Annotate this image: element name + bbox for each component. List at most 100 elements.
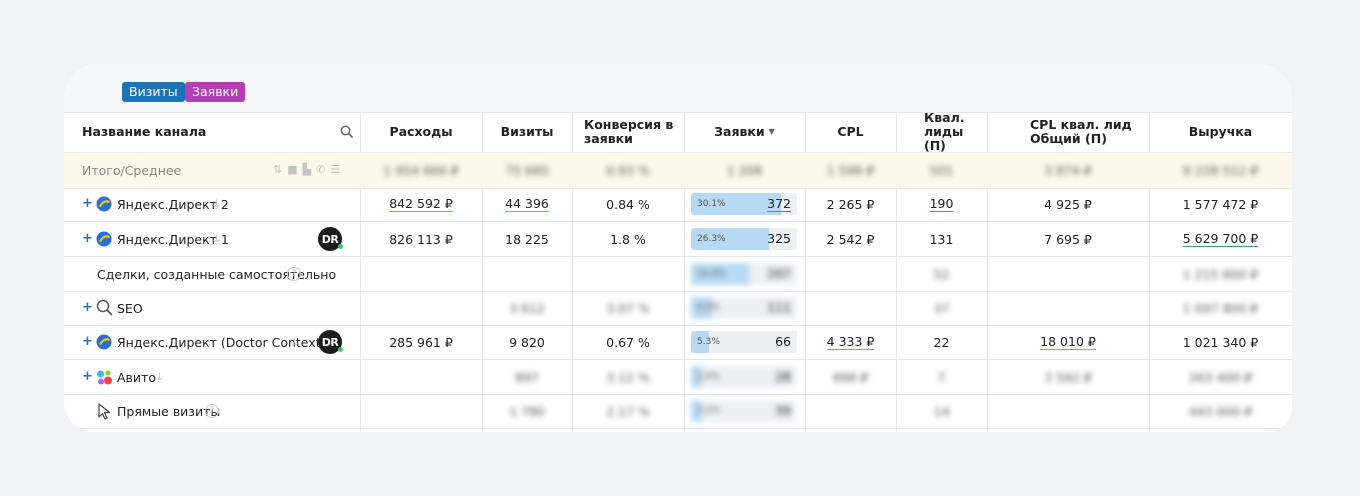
col-divider — [482, 112, 483, 432]
cpl-value: 4 333 ₽ — [826, 334, 875, 350]
col-divider — [805, 112, 806, 432]
leads-bar[interactable]: 16.8% 207 — [691, 263, 797, 285]
channel-name[interactable]: Авито — [117, 369, 156, 385]
total-visits: 75 685 — [505, 163, 549, 178]
col-header-label: Название канала — [82, 124, 207, 139]
col-divider — [684, 112, 685, 432]
table-row: + Яндекс.Директ 1 ⏚ DR 826 113 ₽ 18 225 … — [64, 222, 1292, 257]
phone-icon[interactable]: ✆ — [316, 163, 326, 176]
col-header-expenses[interactable]: Расходы — [360, 112, 482, 152]
col-header-visits[interactable]: Визиты — [482, 112, 572, 152]
channel-name[interactable]: Прямые визиты — [117, 403, 221, 419]
col-header-cpl-qual[interactable]: CPL квал. лид Общий (П) — [1030, 112, 1148, 152]
visits-cell: 9 820 — [509, 334, 545, 350]
expand-icon[interactable]: + — [82, 196, 93, 211]
visits-value: 44 396 — [505, 196, 549, 212]
leads-bar-fill — [691, 366, 702, 388]
revenue-cell: 443 000 ₽ — [1188, 403, 1253, 419]
leads-bar-fill — [691, 331, 710, 353]
qual-leads-cell: 52 — [933, 266, 950, 282]
leads-bar[interactable]: 2.6% 28 — [691, 366, 797, 388]
plug-icon: ⏚ — [211, 198, 222, 211]
total-cpl: 1 598 ₽ — [826, 163, 875, 178]
visits-cell: 18 225 — [505, 231, 549, 247]
leads-bar[interactable]: 9.0% 111 — [691, 297, 797, 319]
col-header-cpl[interactable]: CPL — [805, 112, 896, 152]
total-expenses: 1 954 666 ₽ — [383, 163, 459, 178]
col-header-channel[interactable]: Название канала — [82, 112, 332, 152]
leads-pct: 30.1% — [697, 199, 726, 209]
leads-value: 28 — [775, 369, 791, 384]
cpl-qual-value: 18 010 ₽ — [1040, 334, 1096, 350]
qual-leads-value: 190 — [929, 196, 954, 212]
qual-leads-cell: 131 — [929, 231, 954, 247]
expand-icon[interactable]: + — [82, 369, 93, 384]
col-header-revenue[interactable]: Выручка — [1149, 112, 1292, 152]
help-icon[interactable]: ? — [287, 267, 301, 281]
revenue-cell[interactable]: 5 629 700 ₽ — [1149, 222, 1292, 256]
qual-leads-cell: 22 — [933, 334, 950, 350]
doctor-context-badge[interactable]: DR — [318, 227, 343, 251]
table-row: + Авито ⏚ 897 3.12 % 2.6% 28 898 ₽ 7 3 5… — [64, 360, 1292, 395]
avito-icon — [96, 369, 113, 390]
total-conversion: 0.93 % — [606, 163, 650, 178]
expenses-cell[interactable]: 842 592 ₽ — [360, 187, 482, 221]
revenue-cell: 1 021 340 ₽ — [1182, 334, 1259, 350]
table-row: + SEO 3 612 3.07 % 9.0% 111 37 1 097 800… — [64, 291, 1292, 326]
search-icon[interactable] — [340, 125, 354, 143]
chart-icon[interactable]: ▙ — [302, 163, 312, 176]
doctor-context-badge[interactable]: DR — [318, 330, 343, 354]
list-icon[interactable]: ☰ — [330, 163, 341, 176]
expand-icon[interactable]: + — [82, 231, 93, 246]
channel-name[interactable]: Яндекс.Директ 1 — [117, 231, 229, 247]
channel-name[interactable]: SEO — [117, 300, 143, 316]
visits-cell: 897 — [515, 369, 539, 385]
conversion-cell: 3.07 % — [606, 300, 650, 316]
total-toolbar: ⇅ ■ ▙ ✆ ☰ — [273, 163, 340, 176]
total-qual-leads: 501 — [929, 163, 954, 178]
yandex-direct-icon — [96, 196, 112, 216]
qual-leads-cell: 14 — [933, 403, 950, 419]
tab-leads[interactable]: Заявки — [185, 82, 246, 102]
col-header-label: Квал. лиды (П) — [924, 110, 965, 153]
search-icon — [96, 299, 113, 320]
yandex-direct-icon — [96, 334, 112, 354]
cpl-cell: 2 542 ₽ — [826, 231, 875, 247]
square-icon[interactable]: ■ — [287, 163, 298, 176]
expand-icon[interactable]: + — [82, 300, 93, 315]
col-header-conversion[interactable]: Конверсия в заявки — [584, 112, 680, 152]
channel-name[interactable]: Яндекс.Директ (Doctor Context) — [117, 334, 326, 350]
leads-bar[interactable]: 26.3% 325 — [691, 228, 797, 250]
plug-icon: ⏚ — [289, 336, 300, 349]
leads-bar-fill — [691, 228, 770, 250]
sort-desc-icon[interactable]: ▼ — [768, 127, 775, 136]
visits-cell[interactable]: 44 396 — [482, 187, 572, 221]
leads-bar-fill — [691, 297, 713, 319]
total-label: Итого/Среднее — [82, 163, 182, 178]
col-header-label: Заявки — [714, 124, 765, 139]
sort-icon[interactable]: ⇅ — [273, 163, 283, 176]
qual-leads-cell[interactable]: 190 — [896, 187, 987, 221]
report-card: Визиты Заявки Название канала Расходы Ви… — [64, 64, 1292, 432]
leads-bar[interactable]: 5.3% 66 — [691, 331, 797, 353]
leads-bar-fill — [691, 400, 702, 422]
col-header-leads[interactable]: Заявки ▼ — [684, 112, 805, 152]
col-header-qual-leads[interactable]: Квал. лиды (П) — [924, 110, 984, 153]
channel-name[interactable]: Яндекс.Директ 2 — [117, 196, 229, 212]
cpl-qual-cell: 3 592 ₽ — [1044, 369, 1092, 385]
plug-icon: ⏚ — [211, 233, 222, 246]
leads-value: 325 — [767, 231, 791, 246]
expand-icon[interactable]: + — [82, 334, 93, 349]
tab-visits[interactable]: Визиты — [122, 82, 185, 102]
cpl-qual-cell[interactable]: 18 010 ₽ — [987, 325, 1149, 359]
col-divider — [1149, 112, 1150, 432]
leads-bar[interactable]: 30.1% 372 — [691, 193, 797, 215]
conversion-cell: 3.12 % — [606, 369, 650, 385]
leads-bar[interactable]: 3.2% 39 — [691, 400, 797, 422]
channel-name[interactable]: Сделки, созданные самостоятельно — [97, 266, 337, 282]
cpl-cell[interactable]: 4 333 ₽ — [805, 325, 896, 359]
leads-value: 39 — [775, 403, 791, 418]
leads-value: 111 — [767, 300, 791, 315]
help-icon[interactable]: ? — [205, 404, 219, 418]
conversion-cell: 0.84 % — [606, 196, 650, 212]
